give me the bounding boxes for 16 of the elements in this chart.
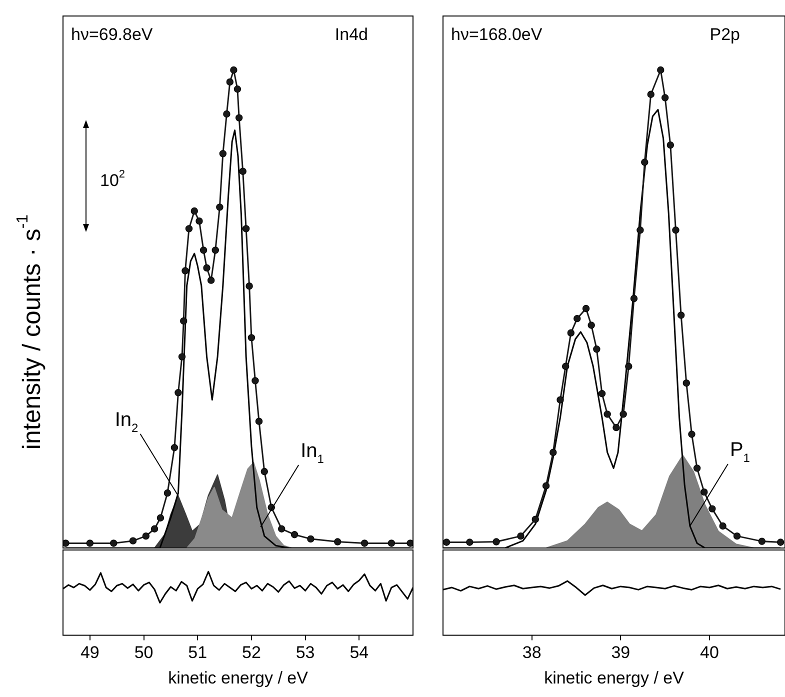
text: hν=168.0eV xyxy=(451,25,543,44)
x-tick-label: 52 xyxy=(242,643,261,662)
x-axis-title: kinetic energy / eV xyxy=(544,668,685,688)
x-axis-title: kinetic energy / eV xyxy=(168,668,309,688)
x-tick-label: 39 xyxy=(611,643,630,662)
y-axis-title: intensity / counts · s-1 xyxy=(14,214,46,450)
x-tick-label: 54 xyxy=(350,643,369,662)
x-tick-label: 53 xyxy=(296,643,315,662)
x-tick-label: 51 xyxy=(188,643,208,662)
text: P2p xyxy=(710,25,740,44)
text: hν=69.8eV xyxy=(71,25,154,44)
x-tick-label: 40 xyxy=(700,643,719,662)
x-tick-label: 50 xyxy=(134,643,154,662)
text: In4d xyxy=(334,25,368,44)
x-tick-label: 38 xyxy=(522,643,542,662)
x-tick-label: 49 xyxy=(80,643,100,662)
